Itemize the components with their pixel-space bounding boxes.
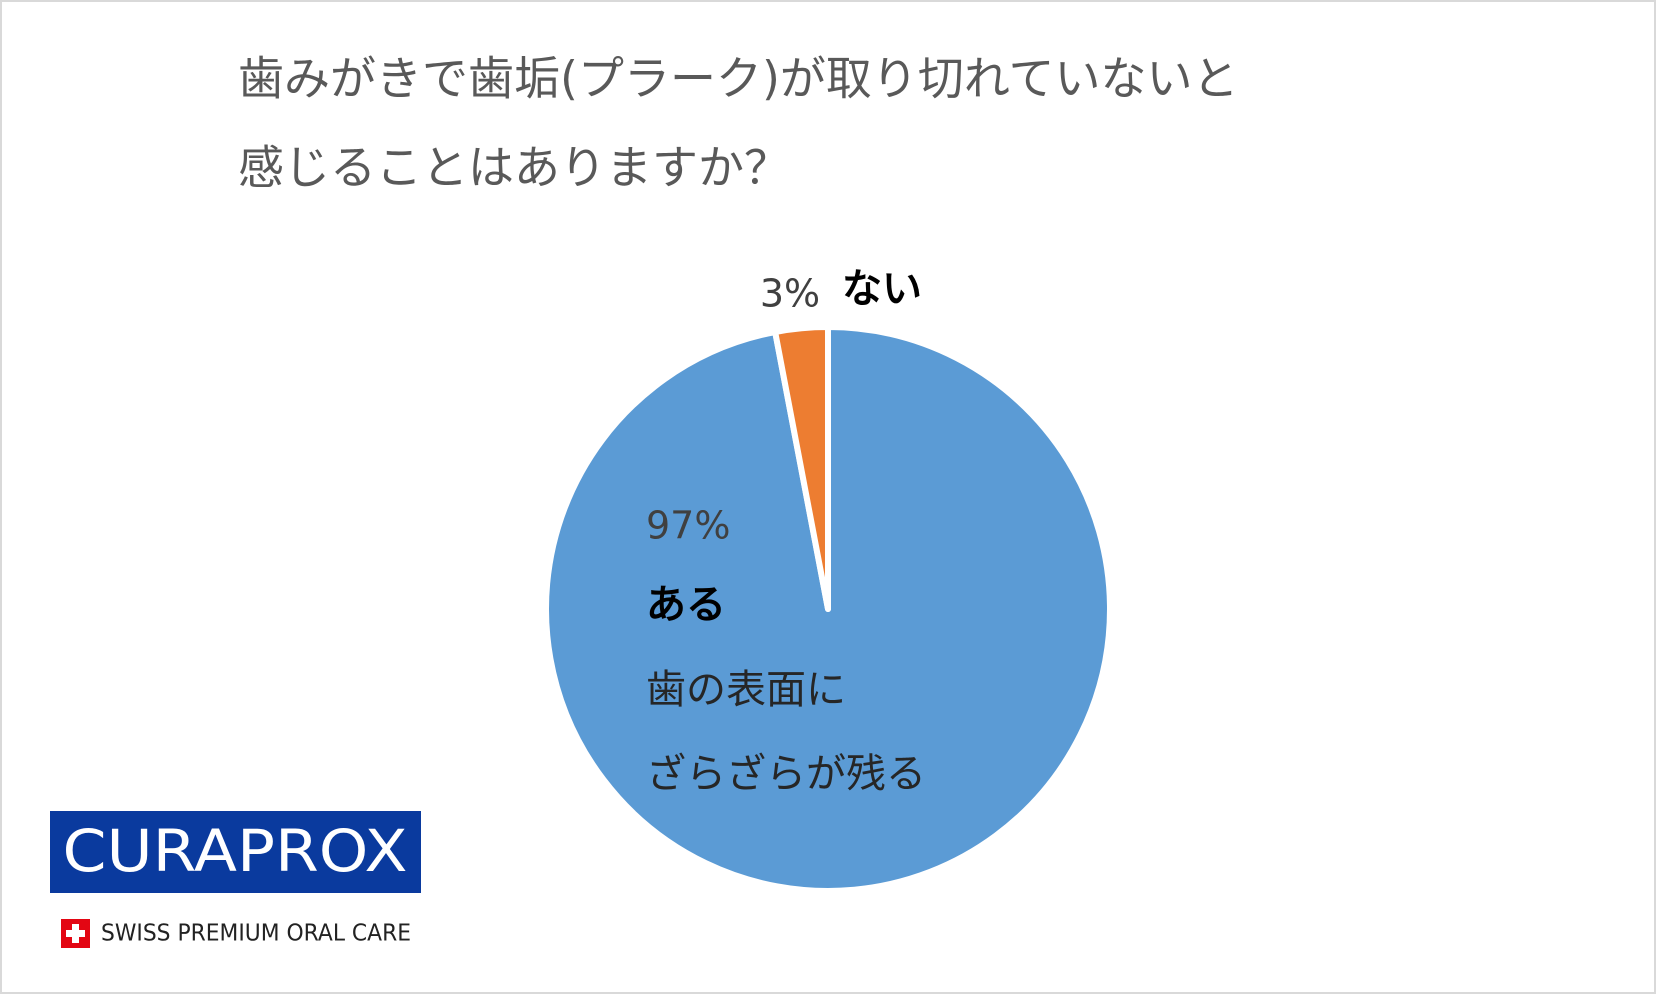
swiss-cross	[66, 930, 85, 937]
pie	[543, 324, 1113, 894]
annotation: 歯の表面に	[646, 667, 846, 713]
chart-title: 歯みがきで歯垢(プラーク)が取り切れていないと	[238, 52, 1239, 106]
annotation: ざらざらが残る	[646, 751, 926, 797]
pie-slice	[772, 324, 831, 612]
category-label: ある	[646, 582, 726, 628]
logo-tagline: SWISS PREMIUM ORAL CARE	[101, 921, 411, 947]
value-label: 3%	[760, 272, 820, 316]
category-label: ない	[842, 266, 922, 312]
logo-box	[50, 811, 421, 893]
chart-title: 感じることはありますか？	[238, 141, 790, 195]
value-label: 97%	[646, 504, 730, 548]
logo-name: CURAPROX	[63, 817, 408, 885]
